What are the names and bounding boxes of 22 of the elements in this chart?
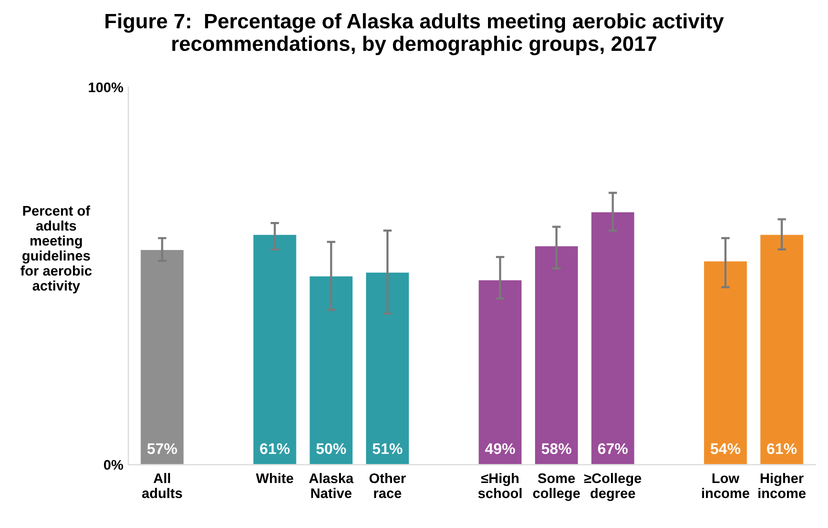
- x-tick-label: Some college: [533, 473, 580, 501]
- data-label: 49%: [485, 443, 516, 454]
- x-tick-label: ≥College degree: [584, 472, 642, 501]
- x-tick-label: Low income: [702, 473, 750, 498]
- data-label: 51%: [372, 443, 402, 454]
- data-label: 61%: [260, 443, 290, 454]
- x-tick-label: White: [256, 472, 294, 484]
- x-tick-label: Alaska Native: [309, 472, 354, 498]
- x-tick-label: ≤High school: [478, 472, 522, 498]
- data-label: 57%: [147, 443, 178, 454]
- data-label: 58%: [542, 443, 572, 454]
- x-tick-label: Higher income: [758, 472, 806, 498]
- data-label: 67%: [598, 443, 628, 454]
- data-label: 61%: [767, 443, 797, 454]
- y-axis-title: Percent of adults meeting guidelines for aerobic activity: [20, 206, 92, 294]
- y-tick-label: 100%: [88, 82, 124, 92]
- x-tick-label: Other race: [370, 472, 406, 498]
- data-label: 54%: [710, 443, 740, 454]
- chart-title: Figure 7: Percentage of Alaska adults meeting aerobic activity recommendations, by demographic groups, 2017: [106, 13, 724, 56]
- x-tick-label: All adults: [142, 472, 182, 498]
- y-tick-label: 0%: [104, 460, 124, 470]
- data-label: 50%: [316, 443, 346, 454]
